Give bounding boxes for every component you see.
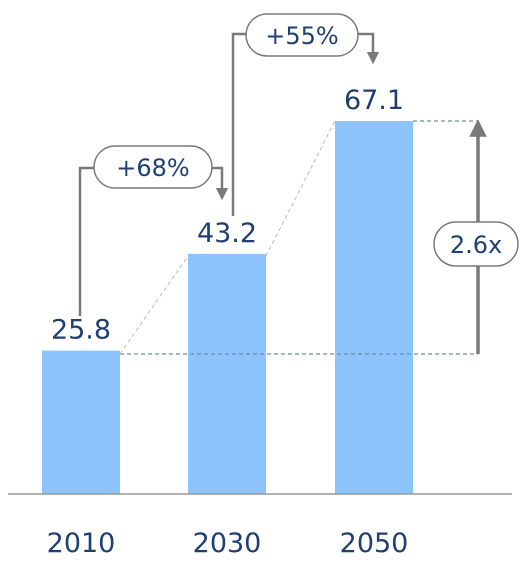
value-label-2050: 67.1 [344,85,404,116]
growth-pill-1 [93,145,213,189]
bar-2030 [188,253,266,494]
multiple-pill [433,221,519,267]
growth-label-2: +55% [265,22,338,50]
value-label-2010: 25.8 [51,315,111,346]
growth-pill-2 [245,13,359,57]
trend-dashed-1 [119,255,189,355]
bar-2050 [335,121,413,494]
x-tick-label-2010: 2010 [47,528,116,559]
value-label-2030: 43.2 [197,218,257,249]
trend-dashed-2 [265,120,336,257]
x-tick-label-2030: 2030 [193,528,262,559]
multiple-label: 2.6x [450,231,502,259]
growth-arrow-2 [231,32,373,216]
x-tick-label-2050: 2050 [340,528,409,559]
growth-label-1: +68% [116,154,189,182]
bar-2010 [42,350,120,494]
